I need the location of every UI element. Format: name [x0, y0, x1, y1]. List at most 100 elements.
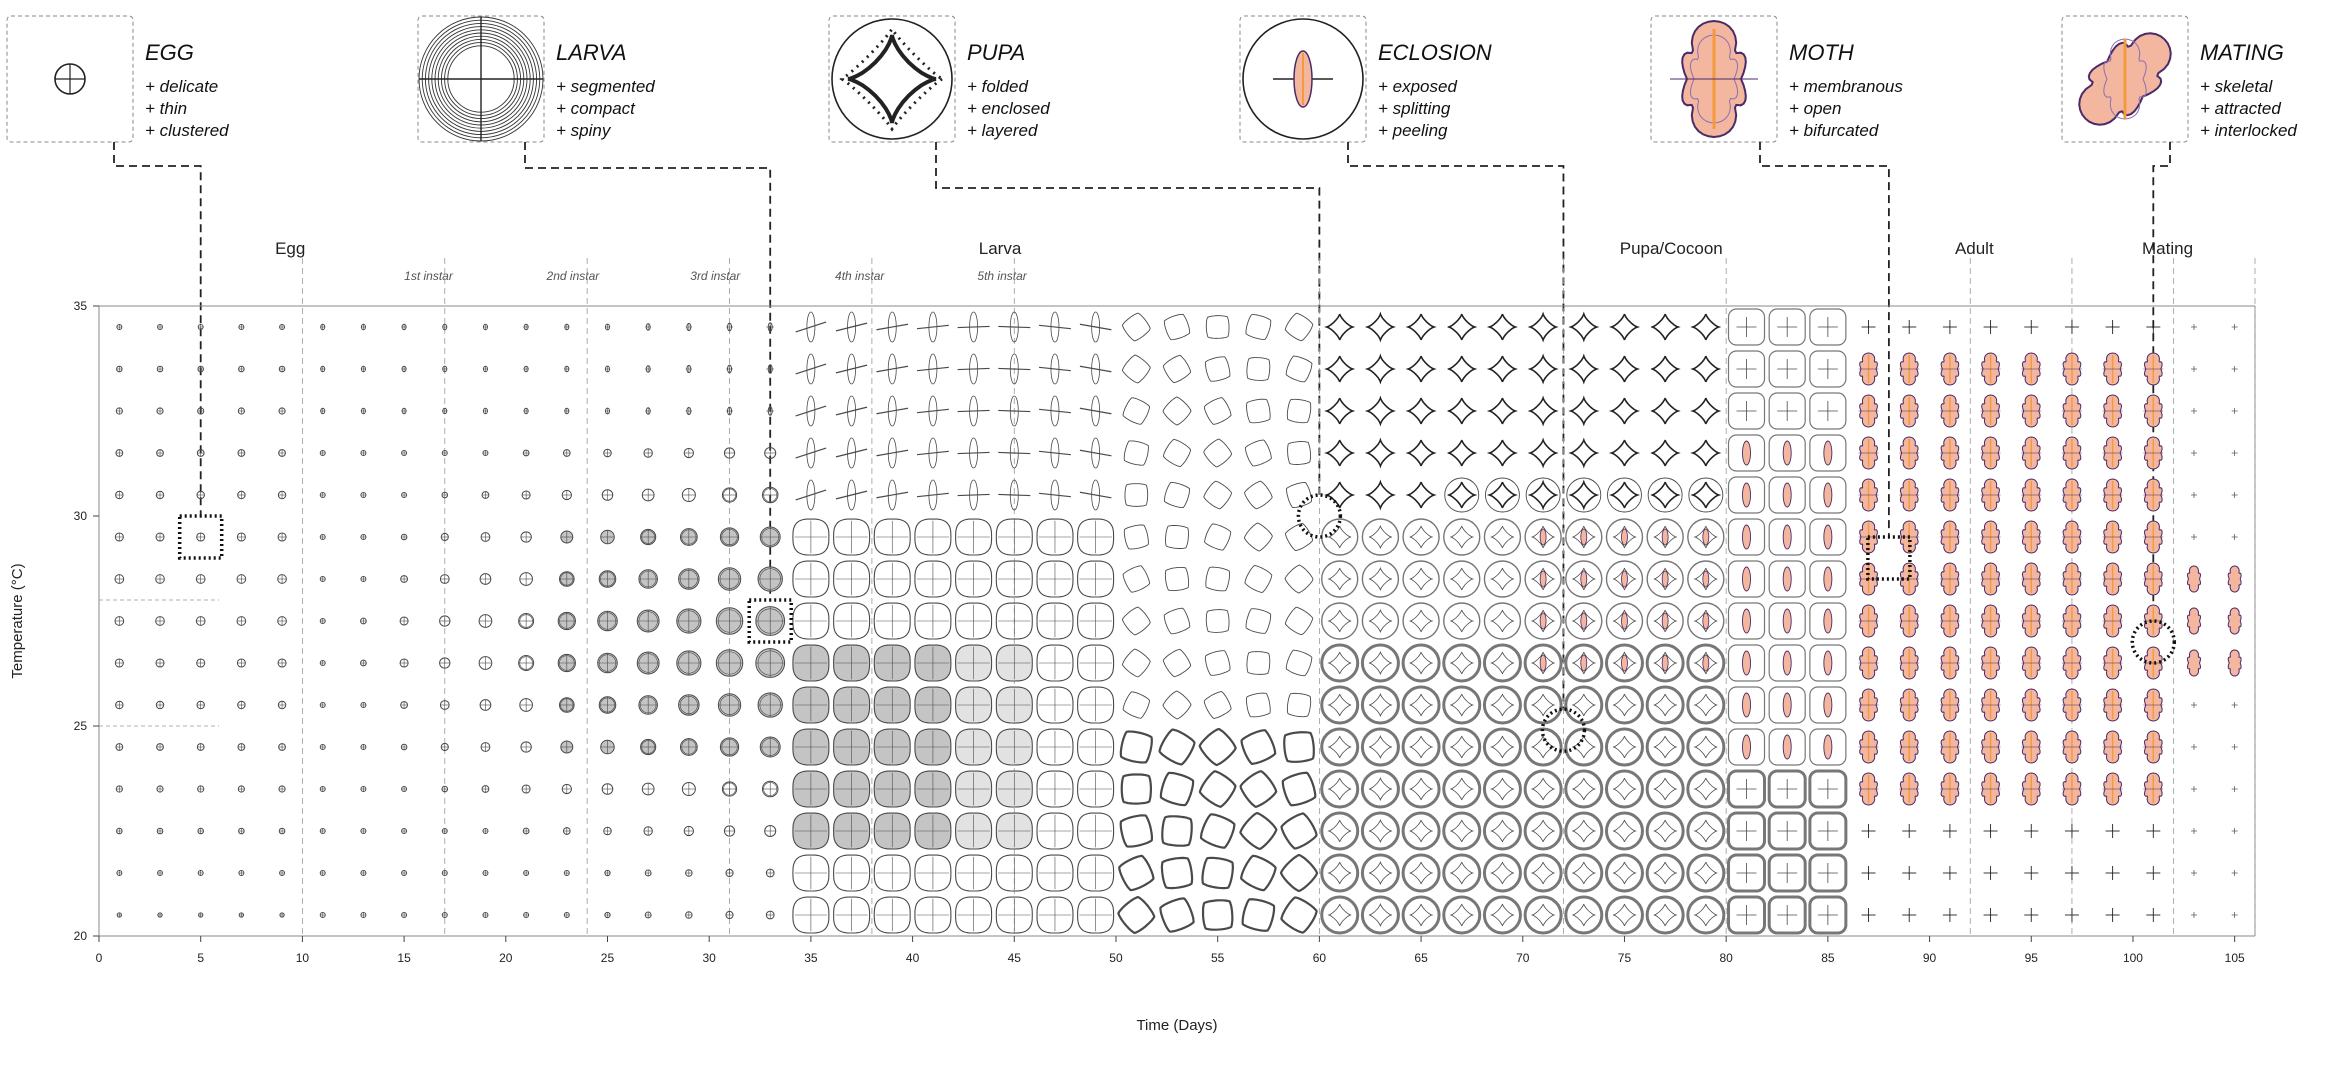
glyph-cell	[236, 658, 246, 668]
glyph-cell	[1036, 728, 1074, 766]
glyph-cell	[1808, 811, 1848, 851]
pupa-glyph	[1239, 811, 1278, 851]
glyph-cell	[1566, 477, 1602, 513]
pupa-glyph	[1483, 560, 1522, 598]
pupa-glyph	[1686, 643, 1726, 683]
glyph-cell	[2231, 744, 2238, 750]
glyph-cell	[156, 827, 164, 835]
glyph-cell	[873, 602, 911, 640]
glyph-cell	[1162, 354, 1192, 384]
glyph-cell	[1281, 771, 1317, 807]
glyph-cell	[1244, 480, 1273, 510]
glyph-cell	[1364, 353, 1396, 385]
glyph-cell	[1768, 728, 1806, 766]
glyph-cell	[1280, 812, 1318, 850]
glyph-cell	[2190, 324, 2197, 330]
larva-glyph	[957, 451, 990, 455]
instar-label: 5th instar	[977, 269, 1027, 283]
glyph-cell	[679, 528, 698, 546]
larva-glyph	[914, 560, 952, 598]
glyph-cell	[955, 560, 993, 598]
glyph-cell	[238, 912, 245, 918]
glyph-cell	[1361, 560, 1400, 598]
glyph-cell	[873, 896, 911, 934]
glyph-cell	[1809, 686, 1847, 724]
glyph-cell	[1360, 811, 1400, 851]
glyph-cell	[876, 479, 909, 511]
x-tick-label: 45	[1008, 951, 1022, 965]
glyph-cell	[1160, 856, 1194, 890]
pupa-glyph	[1442, 727, 1482, 767]
larva-glyph	[916, 408, 949, 414]
glyph-cell	[2021, 352, 2042, 386]
instar-label: 2nd instar	[546, 269, 601, 283]
glyph-cell	[2231, 366, 2238, 372]
x-tick-label: 75	[1618, 951, 1632, 965]
mating-glyph	[2227, 565, 2242, 593]
glyph-cell	[1246, 651, 1271, 675]
pupa-glyph	[1402, 518, 1440, 556]
glyph-cell	[1203, 691, 1232, 719]
glyph-cell	[604, 323, 611, 331]
glyph-cell	[719, 737, 740, 757]
pupa-glyph	[1405, 397, 1437, 425]
glyph-cell	[439, 615, 451, 627]
glyph-cell	[2105, 824, 2120, 838]
glyph-cell	[835, 395, 868, 427]
pupa-glyph	[1646, 602, 1684, 640]
glyph-cell	[1079, 353, 1112, 385]
pupa-glyph	[1162, 690, 1192, 720]
glyph-cell	[757, 566, 783, 592]
glyph-cell	[1401, 853, 1441, 893]
glyph-cell	[2021, 520, 2042, 554]
glyph-cell	[360, 534, 367, 540]
cocoon-glyph	[1768, 476, 1806, 514]
glyph-cell	[792, 812, 830, 850]
legend-trait: + clustered	[145, 121, 229, 140]
glyph-cell	[114, 574, 125, 584]
glyph-cell	[277, 700, 287, 710]
larva-glyph	[1077, 602, 1115, 640]
glyph-cell	[441, 785, 449, 793]
pupa-glyph	[1482, 895, 1522, 935]
larva-glyph	[1079, 449, 1112, 457]
larva-glyph	[1079, 407, 1112, 415]
glyph-cell	[2186, 565, 2202, 593]
glyph-cell	[1942, 824, 1957, 838]
x-tick-label: 50	[1109, 951, 1123, 965]
glyph-cell	[1121, 354, 1151, 384]
cocoon-glyph	[1727, 350, 1766, 388]
glyph-cell	[1608, 439, 1641, 467]
legend-trait: + interlocked	[2200, 121, 2297, 140]
glyph-cell	[1858, 436, 1879, 470]
glyph-cell	[1564, 769, 1604, 809]
plot-frame	[98, 305, 2256, 937]
glyph-cell	[1036, 686, 1074, 724]
glyph-cell	[2190, 870, 2197, 876]
glyph-cell	[833, 518, 871, 556]
glyph-cell	[562, 827, 571, 835]
glyph-cell	[1159, 897, 1195, 933]
glyph-cell	[278, 407, 286, 415]
legend-frame	[1239, 15, 1367, 143]
glyph-cell	[873, 686, 911, 724]
glyph-cell	[2227, 607, 2242, 635]
glyph-cell	[196, 532, 206, 542]
glyph-cell	[563, 912, 570, 918]
glyph-cell	[792, 686, 830, 724]
glyph-cell	[116, 324, 123, 330]
glyph-cell	[914, 686, 952, 724]
pupa-glyph	[1198, 770, 1237, 808]
glyph-cell	[955, 602, 993, 640]
glyph-cell	[1162, 648, 1192, 678]
glyph-cell	[1727, 434, 1766, 472]
glyph-cell	[1320, 643, 1360, 683]
glyph-cell	[1401, 727, 1441, 767]
larva-glyph	[1038, 324, 1071, 330]
pupa-glyph	[1320, 643, 1360, 683]
glyph-cell	[1447, 313, 1478, 341]
glyph-cell	[1038, 479, 1071, 511]
glyph-cell	[1688, 477, 1724, 513]
pupa-glyph	[1117, 895, 1156, 935]
glyph-cell	[1123, 524, 1149, 550]
